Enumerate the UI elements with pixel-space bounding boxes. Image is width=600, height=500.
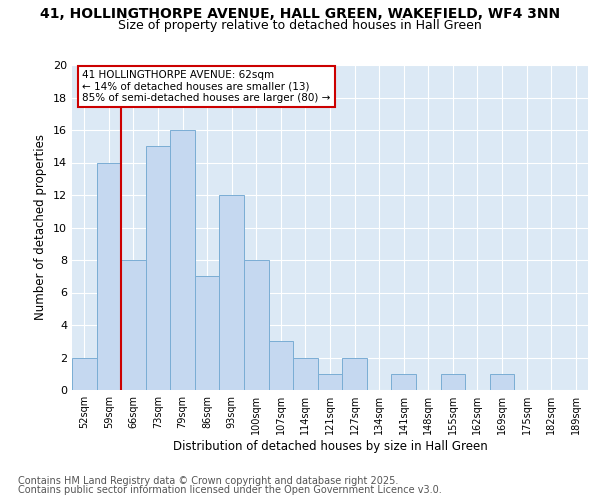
Bar	[440, 374, 465, 390]
Bar	[490, 374, 514, 390]
Text: Contains HM Land Registry data © Crown copyright and database right 2025.: Contains HM Land Registry data © Crown c…	[18, 476, 398, 486]
Text: 41 HOLLINGTHORPE AVENUE: 62sqm
← 14% of detached houses are smaller (13)
85% of : 41 HOLLINGTHORPE AVENUE: 62sqm ← 14% of …	[82, 70, 331, 103]
Bar	[220, 195, 244, 390]
Bar	[244, 260, 269, 390]
Bar	[72, 358, 97, 390]
Bar	[170, 130, 195, 390]
Text: 41, HOLLINGTHORPE AVENUE, HALL GREEN, WAKEFIELD, WF4 3NN: 41, HOLLINGTHORPE AVENUE, HALL GREEN, WA…	[40, 8, 560, 22]
Text: Size of property relative to detached houses in Hall Green: Size of property relative to detached ho…	[118, 18, 482, 32]
Bar	[146, 146, 170, 390]
Bar	[195, 276, 220, 390]
Bar	[342, 358, 367, 390]
Bar	[293, 358, 318, 390]
Y-axis label: Number of detached properties: Number of detached properties	[34, 134, 47, 320]
Bar	[391, 374, 416, 390]
X-axis label: Distribution of detached houses by size in Hall Green: Distribution of detached houses by size …	[173, 440, 487, 453]
Bar	[269, 341, 293, 390]
Bar	[121, 260, 146, 390]
Text: Contains public sector information licensed under the Open Government Licence v3: Contains public sector information licen…	[18, 485, 442, 495]
Bar	[318, 374, 342, 390]
Bar	[97, 162, 121, 390]
